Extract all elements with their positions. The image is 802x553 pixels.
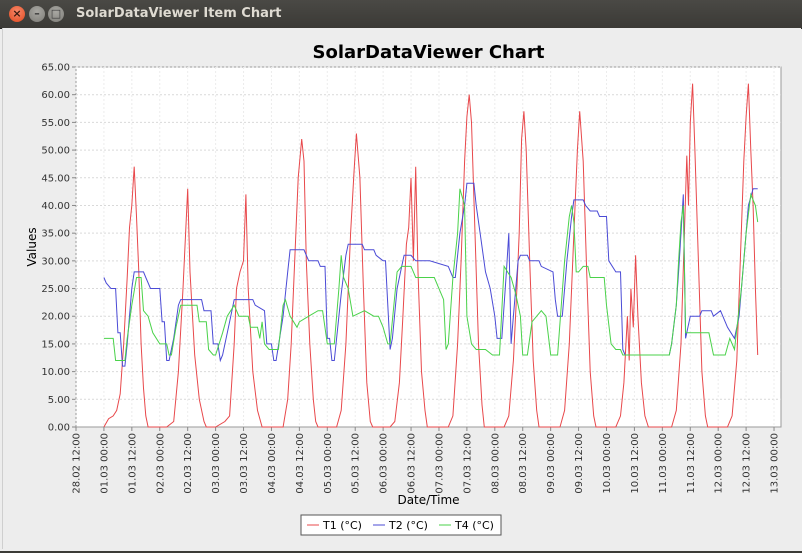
y-tick-label: 5.00 (48, 395, 70, 406)
x-tick-label: 05.03 12:00 (351, 433, 362, 494)
x-tick-label: 01.03 12:00 (127, 433, 138, 494)
title-bar[interactable]: × – □ SolarDataViewer Item Chart (0, 0, 802, 29)
x-tick-label: 07.03 12:00 (462, 433, 473, 494)
window-title: SolarDataViewer Item Chart (76, 6, 282, 21)
x-tick-label: 09.03 12:00 (574, 433, 585, 494)
y-tick-label: 40.00 (41, 201, 70, 212)
x-tick-label: 13.03 00:00 (770, 433, 781, 494)
maximize-icon[interactable]: □ (48, 6, 64, 22)
x-tick-label: 12.03 12:00 (742, 433, 753, 494)
minimize-icon[interactable]: – (29, 6, 45, 22)
x-tick-label: 04.03 00:00 (267, 433, 278, 494)
y-tick-label: 15.00 (41, 339, 70, 350)
y-tick-label: 55.00 (41, 118, 70, 129)
legend (300, 514, 502, 536)
y-tick-label: 50.00 (41, 146, 70, 157)
y-axis-label: Values (25, 227, 39, 266)
x-tick-label: 03.03 12:00 (239, 433, 250, 494)
x-tick-label: 04.03 12:00 (295, 433, 306, 494)
x-tick-label: 07.03 00:00 (434, 433, 445, 494)
y-tick-label: 45.00 (41, 173, 70, 184)
y-tick-label: 65.00 (41, 63, 70, 74)
x-tick-label: 10.03 12:00 (630, 433, 641, 494)
legend-label: T4 (°C) (454, 519, 494, 532)
x-tick-label: 08.03 00:00 (490, 433, 501, 494)
y-tick-label: 25.00 (41, 284, 70, 295)
series-line-t4 (103, 188, 759, 361)
chart-title: SolarDataViewer Chart (313, 42, 545, 63)
x-tick-label: 02.03 00:00 (155, 433, 166, 494)
y-tick-label: 0.00 (48, 423, 70, 434)
x-tick-label: 01.03 00:00 (99, 433, 110, 494)
x-axis-label: Date/Time (397, 493, 459, 507)
y-tick-label: 20.00 (41, 312, 70, 323)
x-tick-label: 10.03 00:00 (602, 433, 613, 494)
line-chart: SolarDataViewer Chart 0.00 5.00 10.00 15.00 2… (25, 42, 782, 536)
x-tick-label: 06.03 12:00 (407, 433, 418, 494)
x-tick-label: 11.03 00:00 (658, 433, 669, 494)
close-icon[interactable]: × (9, 6, 25, 22)
x-tick-label: 02.03 12:00 (183, 433, 194, 494)
x-tick-label: 08.03 12:00 (518, 433, 529, 494)
y-tick-label: 60.00 (41, 90, 70, 101)
y-tick-label: 10.00 (41, 367, 70, 378)
chart-panel: SolarDataViewer Chart 0.00 5.00 10.00 15.00 2… (2, 28, 801, 549)
x-tick-label: 12.03 00:00 (714, 433, 725, 494)
x-tick-label: 03.03 00:00 (211, 433, 222, 494)
plot-area (75, 66, 782, 428)
x-tick-label: 06.03 00:00 (379, 433, 390, 494)
x-tick-label: 11.03 12:00 (686, 433, 697, 494)
legend-label: T1 (°C) (322, 519, 362, 532)
legend-label: T2 (°C) (388, 519, 428, 532)
y-tick-label: 30.00 (41, 256, 70, 267)
x-tick-label: 09.03 00:00 (546, 433, 557, 494)
x-tick-label: 05.03 00:00 (323, 433, 334, 494)
x-tick-label: 28.02 12:00 (72, 433, 83, 494)
series-line-t1 (103, 83, 759, 428)
y-tick-label: 35.00 (41, 229, 70, 240)
